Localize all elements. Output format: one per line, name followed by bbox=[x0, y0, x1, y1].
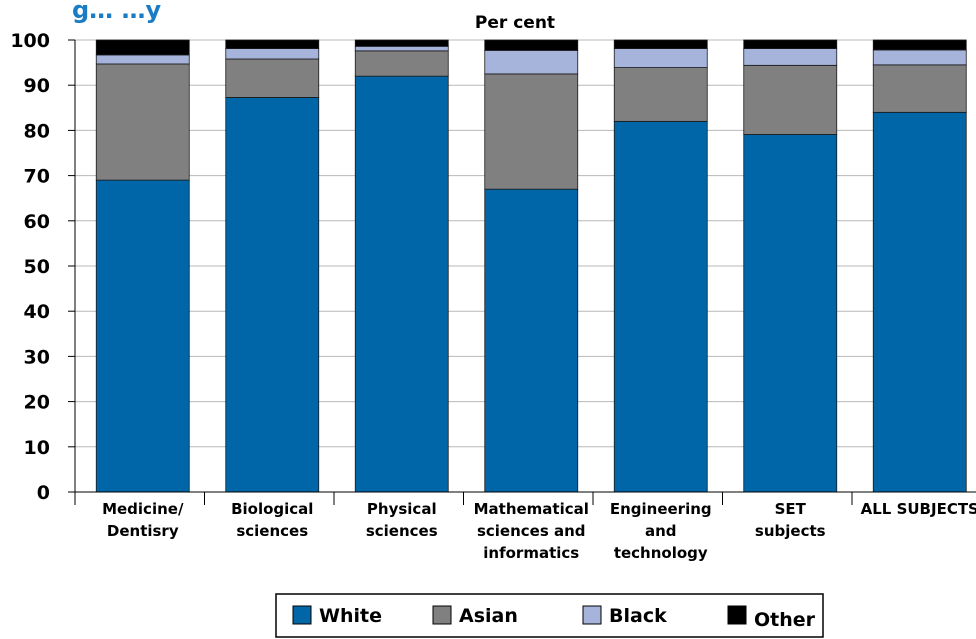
y-tick-label: 10 bbox=[24, 437, 50, 459]
y-axis-ticks: 0 10 20 30 40 50 60 70 80 90 100 bbox=[10, 30, 75, 504]
bar-segment-other bbox=[872, 39, 967, 51]
bar-segment-asian bbox=[743, 64, 838, 135]
y-tick-label: 0 bbox=[37, 482, 50, 504]
x-axis-labels: Medicine/Dentisry Biological sciences Physi… bbox=[102, 500, 976, 562]
y-tick-label: 90 bbox=[24, 75, 50, 97]
legend-swatch-other bbox=[727, 605, 747, 625]
category-label: Biological bbox=[231, 500, 313, 518]
category-label: sciences and bbox=[477, 522, 586, 540]
bar-segment-other bbox=[484, 39, 579, 51]
y-tick-label: 70 bbox=[24, 166, 50, 188]
axes bbox=[74, 40, 976, 505]
bars bbox=[95, 39, 967, 493]
legend: White Asian Black Other bbox=[275, 593, 824, 638]
y-tick-label: 30 bbox=[24, 346, 50, 368]
y-tick-label: 20 bbox=[24, 392, 50, 414]
bar-segment-asian bbox=[872, 64, 967, 113]
legend-swatch-white bbox=[292, 605, 312, 625]
bar-segment-black bbox=[743, 48, 838, 66]
category-label: ALL SUBJECTS bbox=[861, 500, 976, 518]
legend-swatch-black bbox=[582, 605, 602, 625]
bar-segment-other bbox=[743, 39, 838, 49]
bar-segment-white bbox=[484, 188, 579, 493]
bar-segment-white bbox=[743, 134, 838, 493]
y-tick-label: 60 bbox=[24, 211, 50, 233]
legend-swatch-asian bbox=[432, 605, 452, 625]
page-title-partial: g… …y bbox=[72, 0, 162, 24]
bar-segment-other bbox=[613, 39, 708, 49]
bar-segment-white bbox=[872, 111, 967, 493]
bar-segment-black bbox=[225, 48, 320, 60]
category-label: technology bbox=[614, 544, 708, 562]
bar-segment-asian bbox=[613, 67, 708, 122]
category-label: Medicine/ bbox=[102, 500, 184, 518]
category-label: Dentisry bbox=[107, 522, 179, 540]
legend-label-other: Other bbox=[754, 609, 816, 631]
bar-segment-asian bbox=[95, 63, 190, 181]
category-label: Engineering bbox=[610, 500, 712, 518]
category-label: subjects bbox=[755, 522, 826, 540]
y-tick-label: 40 bbox=[24, 301, 50, 323]
category-label: SET bbox=[775, 500, 807, 518]
bar-segment-asian bbox=[354, 50, 449, 77]
category-label: informatics bbox=[483, 544, 579, 562]
bar-segment-white bbox=[95, 179, 190, 493]
unit-label: Per cent bbox=[475, 13, 555, 33]
legend-label-asian: Asian bbox=[459, 605, 518, 627]
bar-segment-white bbox=[354, 75, 449, 493]
bar-segment-black bbox=[872, 49, 967, 66]
bar-segment-other bbox=[354, 39, 449, 47]
bar-segment-asian bbox=[484, 73, 579, 190]
bar-segment-other bbox=[225, 39, 320, 49]
bar-segment-white bbox=[225, 97, 320, 493]
bar-segment-black bbox=[484, 49, 579, 75]
y-tick-label: 80 bbox=[24, 120, 50, 142]
y-tick-label: 50 bbox=[24, 256, 50, 278]
bar-segment-white bbox=[613, 120, 708, 493]
category-label: and bbox=[645, 522, 677, 540]
bar-segment-other bbox=[95, 39, 190, 56]
legend-label-white: White bbox=[319, 605, 382, 627]
bar-segment-black bbox=[95, 54, 190, 65]
bar-segment-asian bbox=[225, 58, 320, 98]
category-label: Physical bbox=[367, 500, 437, 518]
legend-label-black: Black bbox=[609, 605, 667, 627]
category-label: sciences bbox=[236, 522, 308, 540]
category-label: sciences bbox=[366, 522, 438, 540]
bar-segment-black bbox=[613, 48, 708, 68]
y-tick-label: 100 bbox=[10, 30, 50, 52]
bar-segment-black bbox=[354, 45, 449, 52]
category-label: Mathematical bbox=[474, 500, 589, 518]
